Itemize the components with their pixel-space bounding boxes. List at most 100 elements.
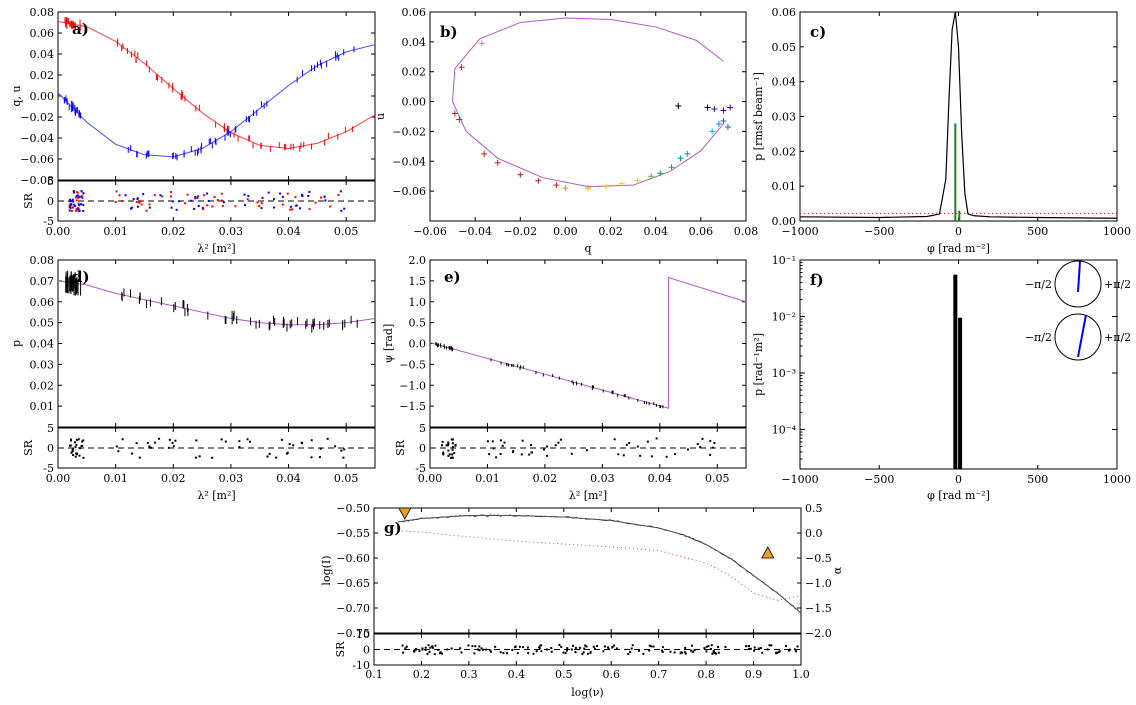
residual-point bbox=[582, 651, 585, 654]
residual-point bbox=[512, 450, 515, 453]
intensity-data bbox=[402, 514, 802, 614]
data-point bbox=[715, 120, 722, 127]
residual-point bbox=[492, 447, 495, 450]
y-tick-label: −1.5 bbox=[399, 400, 426, 413]
y-axis-label: q, u bbox=[10, 85, 23, 106]
x-tick-label: 0 bbox=[955, 473, 962, 486]
residual-point bbox=[71, 198, 74, 201]
residual-point bbox=[413, 650, 416, 653]
residual-point bbox=[142, 193, 145, 196]
residual-point bbox=[713, 650, 716, 653]
residual-point bbox=[75, 199, 78, 202]
residual-point bbox=[78, 454, 81, 457]
data-point bbox=[456, 116, 463, 123]
data-point bbox=[535, 177, 542, 184]
x-tick-label: 1000 bbox=[1103, 473, 1131, 486]
residual-point bbox=[115, 190, 118, 193]
residual-point bbox=[77, 208, 80, 211]
residual-point bbox=[153, 194, 156, 197]
residual-point bbox=[446, 648, 449, 651]
dial-label: +π/2 bbox=[1104, 278, 1131, 291]
residual-point bbox=[586, 652, 589, 655]
residual-point bbox=[611, 646, 614, 649]
residual-point bbox=[485, 648, 488, 651]
residual-point bbox=[202, 208, 205, 211]
residual-point bbox=[319, 447, 322, 450]
residual-point bbox=[489, 650, 492, 653]
residual-point bbox=[138, 200, 141, 203]
x-tick-label: 1000 bbox=[1103, 225, 1131, 238]
x-tick-label: 0.1 bbox=[365, 668, 383, 681]
y-tick-label: 0.00 bbox=[772, 215, 797, 228]
y-tick-label: 0.04 bbox=[772, 76, 797, 89]
residual-point bbox=[428, 650, 431, 653]
residual-point bbox=[499, 452, 502, 455]
y-tick-label: 0.00 bbox=[402, 96, 427, 109]
residual-point bbox=[71, 448, 74, 451]
residual-point bbox=[460, 651, 463, 654]
data-point bbox=[668, 164, 675, 171]
x-tick-label: 0.03 bbox=[219, 472, 244, 485]
residual-point bbox=[220, 199, 223, 202]
residual-point bbox=[234, 205, 237, 208]
residual-point bbox=[405, 645, 408, 648]
data-point bbox=[517, 171, 524, 178]
residual-point bbox=[680, 651, 683, 654]
residual-point bbox=[145, 209, 148, 212]
y-tick-label: 0.07 bbox=[30, 275, 55, 288]
residual-point bbox=[753, 646, 756, 649]
data-point bbox=[677, 155, 684, 162]
residual-point bbox=[198, 455, 201, 458]
x-tick-label: 0.04 bbox=[276, 472, 301, 485]
residual-point bbox=[451, 453, 454, 456]
y-tick-label: −0.60 bbox=[336, 552, 370, 565]
residual-point bbox=[243, 193, 246, 196]
y-tick-label: -10 bbox=[352, 659, 370, 672]
residual-point bbox=[712, 649, 715, 652]
y-tick-label: −0.04 bbox=[392, 155, 426, 168]
residual-point bbox=[72, 454, 75, 457]
residual-point bbox=[442, 451, 445, 454]
residual-point bbox=[603, 645, 606, 648]
residual-point bbox=[340, 449, 343, 452]
residual-point bbox=[169, 195, 172, 198]
residual-point bbox=[275, 456, 278, 459]
residual-point bbox=[135, 201, 138, 204]
y-tick-label: 0 bbox=[363, 644, 370, 657]
x-tick-label: 500 bbox=[1027, 473, 1048, 486]
y-tick-label-right: 0.0 bbox=[805, 527, 823, 540]
residual-point bbox=[70, 203, 73, 206]
residual-point bbox=[326, 437, 329, 440]
data-point bbox=[727, 104, 734, 111]
residual-point bbox=[745, 645, 748, 648]
y-tick-label: −0.70 bbox=[336, 602, 370, 615]
residual-point bbox=[650, 645, 653, 648]
y-tick-label: 0.02 bbox=[402, 66, 427, 79]
residual-point bbox=[550, 650, 553, 653]
residual-point bbox=[81, 196, 84, 199]
residual-point bbox=[693, 649, 696, 652]
residual-point bbox=[540, 650, 543, 653]
residual-point bbox=[501, 444, 504, 447]
residual-point bbox=[220, 192, 223, 195]
residual-point bbox=[571, 644, 574, 647]
dial-label: +π/2 bbox=[1104, 331, 1131, 344]
residual-point bbox=[261, 196, 264, 199]
residual-point bbox=[76, 196, 79, 199]
residual-point bbox=[684, 646, 687, 649]
residual-point bbox=[648, 649, 651, 652]
residual-point bbox=[318, 456, 321, 459]
x-tick-label: 0.7 bbox=[650, 668, 668, 681]
data-point bbox=[657, 170, 664, 177]
residual-point bbox=[77, 438, 80, 441]
x-tick-label: 0.9 bbox=[745, 668, 763, 681]
residual-point bbox=[474, 645, 477, 648]
residual-point bbox=[440, 652, 443, 655]
residual-point bbox=[207, 199, 210, 202]
x-tick-label: 0.4 bbox=[508, 668, 526, 681]
residual-point bbox=[201, 207, 204, 210]
intensity-model-curve bbox=[397, 515, 802, 614]
residual-point bbox=[80, 190, 83, 193]
residual-point bbox=[434, 644, 437, 647]
residual-frame bbox=[57, 427, 376, 469]
